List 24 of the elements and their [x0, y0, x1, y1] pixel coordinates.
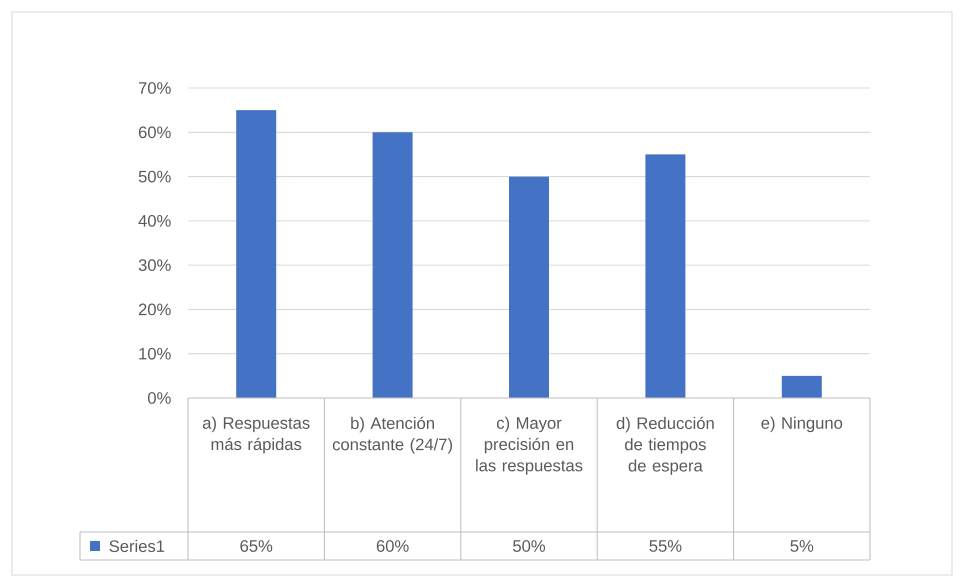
bar	[509, 176, 549, 398]
x-tick-label: e) Ninguno	[761, 416, 842, 432]
x-tick-label: c) Mayor precisión en las respuestas	[476, 416, 582, 475]
data-label: 60%	[376, 540, 409, 552]
y-tick-label: 70%	[138, 82, 171, 94]
x-tick-label: d) Reducción de tiempos de espera	[616, 416, 714, 475]
bar	[782, 376, 822, 398]
x-tick-label: a) Respuestas más rápidas	[202, 416, 310, 454]
data-label: 65%	[240, 540, 272, 552]
y-tick-label: 10%	[139, 348, 171, 360]
y-tick-label: 60%	[138, 126, 171, 138]
y-tick-label: 50%	[138, 170, 171, 182]
y-tick-label: 20%	[138, 304, 171, 316]
y-tick-label: 0%	[148, 392, 171, 404]
legend-label: Series1	[109, 540, 164, 552]
y-tick-label: 40%	[138, 214, 171, 227]
data-label: 50%	[513, 540, 546, 552]
bar	[645, 154, 686, 398]
bar	[372, 132, 413, 398]
x-tick-label: b) Atención constante (24/7)	[332, 416, 452, 454]
bar	[236, 110, 276, 398]
data-label: 55%	[649, 540, 682, 552]
data-label: 5%	[790, 540, 814, 552]
y-tick-label: 30%	[138, 259, 171, 272]
